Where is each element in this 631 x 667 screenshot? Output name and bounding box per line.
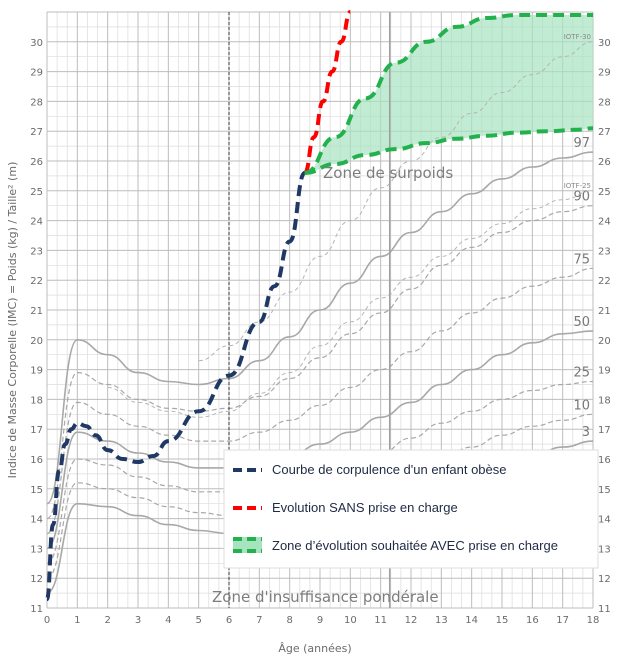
y-tick-label-right: 24	[598, 217, 611, 228]
y-axis-title: Indice de Masse Corporelle (IMC) = Poids…	[6, 162, 19, 479]
percentile-label-50: 50	[573, 315, 590, 330]
x-tick-label: 10	[344, 615, 357, 626]
percentile-label-3: 3	[582, 425, 590, 440]
y-tick-label-left: 22	[30, 276, 43, 287]
x-tick-label: 6	[226, 615, 232, 626]
zone-lower-boundary	[304, 126, 594, 175]
x-tick-label: 17	[556, 615, 569, 626]
y-tick-label-left: 12	[30, 574, 43, 585]
x-tick-label: 7	[256, 615, 262, 626]
percentile-curve-90	[46, 205, 594, 520]
x-tick-label: 11	[374, 615, 387, 626]
x-tick-label: 3	[135, 615, 141, 626]
y-tick-label-left: 16	[30, 455, 43, 466]
percentile-label-25: 25	[573, 366, 590, 381]
x-tick-label: 12	[405, 615, 418, 626]
y-tick-label-left: 26	[30, 157, 43, 168]
zone-fill	[304, 15, 593, 173]
x-tick-label: 4	[165, 615, 171, 626]
legend-box	[223, 449, 599, 569]
y-tick-label-right: 26	[598, 157, 611, 168]
y-tick-label-right: 20	[598, 336, 611, 347]
x-tick-label: 14	[465, 615, 478, 626]
y-tick-label-left: 19	[30, 366, 43, 377]
x-tick-label: 18	[587, 615, 600, 626]
y-tick-label-right: 21	[598, 306, 611, 317]
y-tick-label-left: 23	[30, 246, 43, 257]
y-tick-label-right: 16	[598, 455, 611, 466]
y-tick-label-right: 11	[598, 604, 611, 615]
x-tick-label: 0	[44, 615, 50, 626]
x-tick-label: 9	[317, 615, 323, 626]
y-tick-label-left: 18	[30, 395, 43, 406]
percentile-label-75: 75	[573, 252, 590, 267]
x-tick-label: 5	[195, 615, 201, 626]
y-tick-label-left: 29	[30, 68, 43, 79]
x-tick-label: 15	[496, 615, 509, 626]
percentile-curve-50	[46, 330, 594, 550]
zone-upper-boundary	[304, 13, 593, 175]
y-tick-label-left: 13	[30, 544, 43, 555]
legend-label-sans: Evolution SANS prise en charge	[272, 500, 458, 515]
annotation-surpoids: Zone de surpoids	[323, 164, 453, 182]
zones-layer	[304, 15, 593, 173]
y-tick-label-left: 24	[30, 217, 43, 228]
percentile-label-90: 90	[573, 190, 590, 205]
percentile-curve-25	[46, 380, 594, 564]
y-tick-label-left: 11	[30, 604, 43, 615]
x-tick-label: 2	[104, 615, 110, 626]
percentile-curve-75	[46, 267, 594, 535]
y-tick-label-right: 13	[598, 544, 611, 555]
y-tick-label-left: 30	[30, 38, 43, 49]
series-sans-prise-en-charge	[302, 10, 353, 175]
annotation-insuffisance: Zone d'insuffisance pondérale	[212, 588, 439, 606]
y-tick-label-right: 22	[598, 276, 611, 287]
y-tick-label-right: 27	[598, 127, 611, 138]
y-tick-label-right: 15	[598, 485, 611, 496]
y-tick-label-left: 25	[30, 187, 43, 198]
y-tick-label-right: 28	[598, 97, 611, 108]
y-tick-label-left: 15	[30, 485, 43, 496]
y-tick-label-left: 20	[30, 336, 43, 347]
y-tick-label-left: 17	[30, 425, 43, 436]
y-tick-label-right: 19	[598, 366, 611, 377]
y-tick-label-right: 18	[598, 395, 611, 406]
x-axis-title: Âge (années)	[278, 642, 351, 655]
y-tick-label-left: 28	[30, 97, 43, 108]
y-tick-label-right: 14	[598, 515, 611, 526]
percentile-curve-97	[46, 151, 594, 505]
y-tick-label-right: 12	[598, 574, 611, 585]
legend-label-obese: Courbe de corpulence d'un enfant obèse	[272, 462, 507, 477]
y-tick-label-right: 30	[598, 38, 611, 49]
y-tick-label-left: 21	[30, 306, 43, 317]
iotf-label-IOTF-25: IOTF-25	[564, 182, 591, 190]
iotf-curve-IOTF-30	[198, 41, 594, 362]
x-tick-label: 1	[74, 615, 80, 626]
data-series	[45, 10, 594, 602]
y-tick-label-right: 25	[598, 187, 611, 198]
legend-label-zone: Zone d’évolution souhaitée AVEC prise en…	[272, 538, 558, 553]
y-tick-label-right: 23	[598, 246, 611, 257]
y-tick-label-left: 14	[30, 515, 43, 526]
y-tick-label-left: 27	[30, 127, 43, 138]
x-tick-label: 13	[435, 615, 448, 626]
legend: Courbe de corpulence d'un enfant obèse E…	[223, 449, 599, 569]
percentile-label-97: 97	[573, 136, 590, 151]
y-tick-label-right: 29	[598, 68, 611, 79]
x-tick-label: 16	[526, 615, 539, 626]
x-tick-label: 8	[286, 615, 292, 626]
iotf-label-IOTF-30: IOTF-30	[564, 33, 591, 41]
percentile-label-10: 10	[573, 398, 590, 413]
y-tick-label-right: 17	[598, 425, 611, 436]
series-obese-child	[45, 170, 307, 602]
